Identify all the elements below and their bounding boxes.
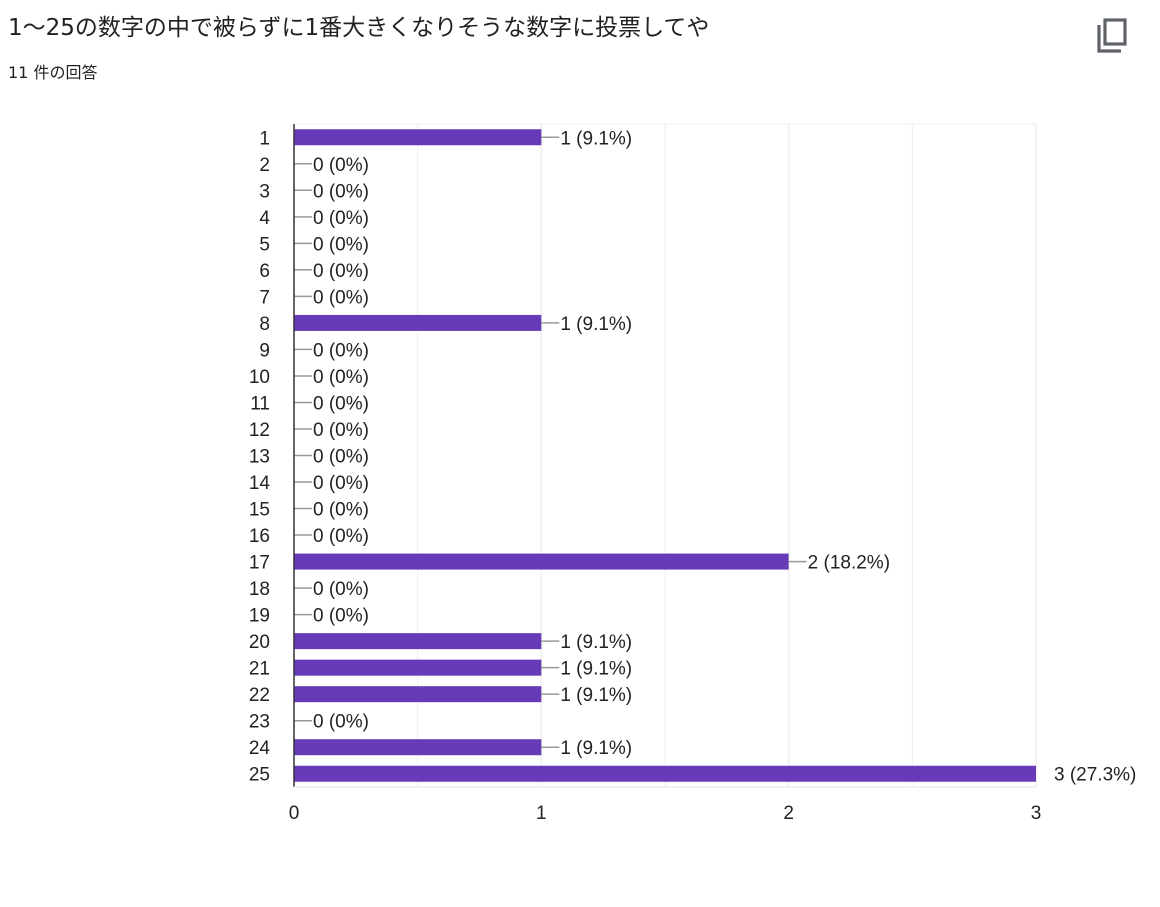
category-label: 18	[249, 579, 270, 600]
x-tick-label: 0	[289, 803, 300, 824]
data-label: 2 (18.2%)	[808, 553, 890, 574]
bar	[294, 739, 542, 756]
category-label: 13	[249, 447, 270, 468]
category-label: 3	[259, 181, 270, 202]
data-label: 0 (0%)	[313, 447, 369, 468]
bar	[294, 633, 542, 650]
category-label: 1	[259, 128, 270, 149]
copy-chart-button[interactable]	[1092, 16, 1132, 56]
data-label: 0 (0%)	[313, 367, 369, 388]
category-label: 19	[249, 606, 270, 627]
category-label: 10	[249, 367, 270, 388]
category-label: 6	[259, 261, 270, 282]
bar	[294, 659, 542, 676]
data-label: 0 (0%)	[313, 287, 369, 308]
category-label: 25	[249, 765, 270, 786]
bar	[294, 765, 1036, 782]
response-count: 11 件の回答	[8, 63, 98, 82]
category-label: 8	[259, 314, 270, 335]
x-tick-label: 3	[1031, 803, 1042, 824]
data-label: 0 (0%)	[313, 393, 369, 414]
bar	[294, 686, 542, 703]
category-label: 14	[249, 473, 271, 494]
grid-lines	[294, 123, 1037, 787]
data-label: 0 (0%)	[313, 712, 369, 733]
data-label: 3 (27.3%)	[1054, 765, 1136, 786]
bar	[294, 129, 542, 146]
category-label: 11	[250, 393, 270, 414]
data-label: 0 (0%)	[313, 500, 369, 521]
category-label: 15	[249, 500, 270, 521]
data-label: 0 (0%)	[313, 420, 369, 441]
category-label: 22	[249, 685, 270, 706]
data-label: 0 (0%)	[313, 155, 369, 176]
category-label: 24	[249, 738, 271, 759]
category-label: 20	[249, 632, 270, 653]
data-label: 1 (9.1%)	[560, 128, 632, 149]
data-label: 0 (0%)	[313, 234, 369, 255]
x-tick-label: 2	[783, 803, 794, 824]
data-label: 0 (0%)	[313, 261, 369, 282]
labels: 1 1 (9.1%) 2 0 (0%) 3 0 (0%) 4 0 (0%) 5 0 (0%) 6 0 …	[249, 128, 1137, 785]
category-label: 23	[249, 712, 270, 733]
bars	[294, 129, 1036, 782]
axes: 0 1 2 3	[289, 124, 1042, 824]
bar	[294, 553, 789, 570]
category-label: 7	[259, 287, 270, 308]
data-label: 0 (0%)	[313, 526, 369, 547]
data-label: 0 (0%)	[313, 606, 369, 627]
category-label: 9	[259, 340, 270, 361]
data-label: 1 (9.1%)	[560, 685, 632, 706]
data-label: 0 (0%)	[313, 473, 369, 494]
data-label: 0 (0%)	[313, 579, 369, 600]
data-label: 1 (9.1%)	[560, 632, 632, 653]
data-label: 0 (0%)	[313, 208, 369, 229]
data-label: 0 (0%)	[313, 181, 369, 202]
category-label: 17	[249, 553, 270, 574]
data-label: 1 (9.1%)	[560, 738, 632, 759]
question-title: 1〜25の数字の中で被らずに1番大きくなりそうな数字に投票してや	[8, 15, 710, 41]
category-label: 2	[259, 155, 270, 176]
x-tick-label: 1	[536, 803, 547, 824]
category-label: 16	[249, 526, 270, 547]
category-label: 12	[249, 420, 270, 441]
copy-icon	[1097, 18, 1127, 53]
category-label: 4	[259, 208, 270, 229]
bar	[294, 314, 542, 331]
data-label: 1 (9.1%)	[560, 659, 632, 680]
category-label: 5	[259, 234, 270, 255]
category-label: 21	[249, 659, 270, 680]
data-label: 0 (0%)	[313, 340, 369, 361]
data-label: 1 (9.1%)	[560, 314, 632, 335]
